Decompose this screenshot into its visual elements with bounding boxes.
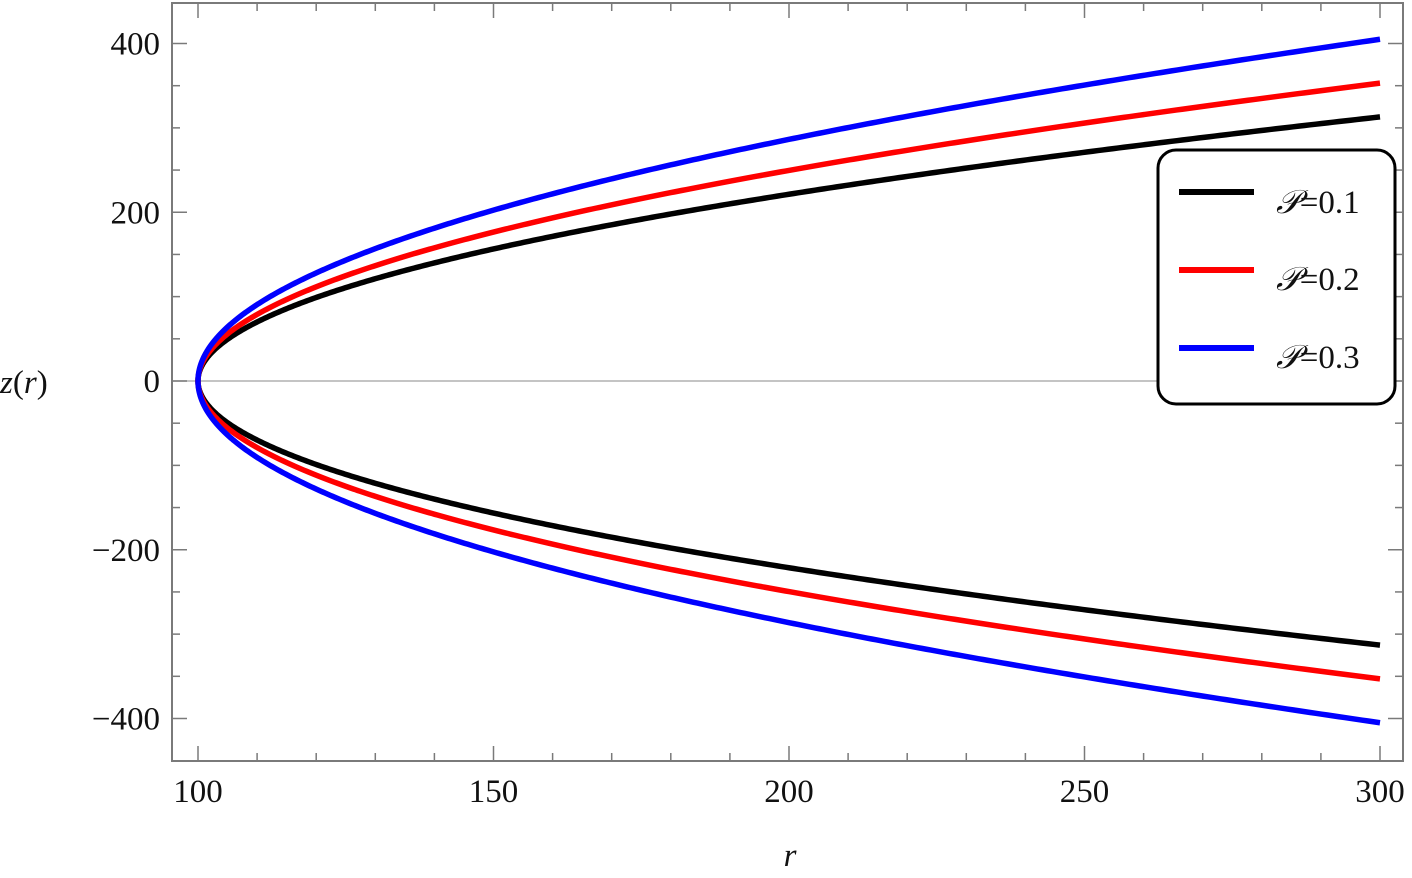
svg-text:𝒫=0.2: 𝒫=0.2 <box>1276 262 1360 298</box>
axis-ticks <box>172 3 1403 761</box>
legend-item-p03: 𝒫=0.3 <box>1179 340 1360 376</box>
y-tick-label: −200 <box>92 533 160 569</box>
x-tick-label: 150 <box>469 774 519 810</box>
y-tick-label: 200 <box>111 195 161 231</box>
x-tick-label: 200 <box>764 774 814 810</box>
legend-item-p01: 𝒫=0.1 <box>1179 185 1360 221</box>
x-tick-label: 100 <box>173 774 223 810</box>
y-axis-label-arg: r <box>24 365 37 401</box>
legend-box <box>1156 148 1397 406</box>
y-axis-label: z(r) <box>0 365 48 401</box>
series-curve-3 <box>195 36 1381 726</box>
y-tick-label: 400 <box>111 27 161 63</box>
legend-label: =0.1 <box>1300 185 1360 221</box>
y-axis-label-func: z <box>0 365 13 401</box>
x-tick-label: 250 <box>1060 774 1110 810</box>
x-tick-label: 300 <box>1355 774 1405 810</box>
legend-label: =0.2 <box>1300 262 1360 298</box>
curves <box>195 36 1381 726</box>
tick-labels: 100 150 200 250 300 400 200 0 −200 −400 <box>92 27 1405 811</box>
x-axis-label: r <box>784 838 797 874</box>
svg-text:𝒫=0.3: 𝒫=0.3 <box>1276 340 1360 376</box>
y-tick-label: 0 <box>144 364 161 400</box>
svg-text:𝒫=0.1: 𝒫=0.1 <box>1276 185 1360 221</box>
y-tick-label: −400 <box>92 702 160 738</box>
plot-frame <box>171 2 1404 762</box>
legend-label: =0.3 <box>1300 340 1360 376</box>
legend: 𝒫=0.1 𝒫=0.2 𝒫=0.3 <box>1156 148 1397 406</box>
legend-item-p02: 𝒫=0.2 <box>1179 262 1360 298</box>
